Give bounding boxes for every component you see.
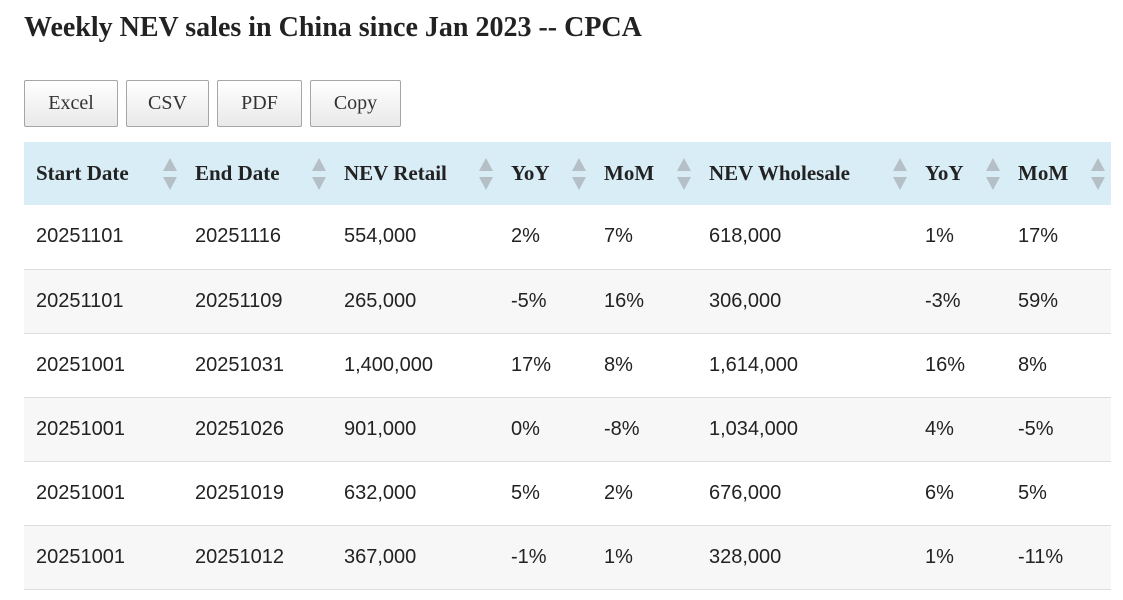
table-cell-wholesale-mom: 5% — [1018, 481, 1047, 504]
column-header-label: NEV Wholesale — [709, 161, 850, 185]
column-header-start-date[interactable]: Start Date — [24, 142, 183, 205]
column-header-label: MoM — [1018, 161, 1069, 185]
sort-both-icon[interactable] — [479, 157, 493, 190]
column-header-label: YoY — [925, 161, 964, 185]
table-row: 20251001 20251026 901,000 0% -8% 1,034,000 4% -… — [24, 397, 1111, 461]
table-cell-retail-yoy: -5% — [511, 289, 547, 312]
table-row: 20251001 20251019 632,000 5% 2% 676,000 6% 5% — [24, 461, 1111, 525]
sort-both-icon[interactable] — [986, 157, 1000, 190]
column-header-label: YoY — [511, 161, 550, 185]
table-cell-nev-wholesale: 328,000 — [709, 545, 782, 568]
column-header-nev-retail[interactable]: NEV Retail — [332, 142, 499, 205]
column-header-label: End Date — [195, 161, 280, 185]
table-cell-nev-retail: 901,000 — [344, 417, 417, 440]
table-cell-nev-wholesale: 676,000 — [709, 481, 782, 504]
table-cell-end-date: 20251026 — [195, 417, 284, 440]
table-cell-end-date: 20251109 — [195, 289, 283, 312]
table-cell-end-date: 20251031 — [195, 353, 284, 376]
sort-both-icon[interactable] — [312, 157, 326, 190]
table-cell-nev-wholesale: 618,000 — [709, 225, 782, 248]
export-toolbar: Excel CSV PDF Copy — [24, 80, 401, 127]
table-cell-wholesale-yoy: 4% — [925, 417, 954, 440]
table-cell-nev-wholesale: 1,614,000 — [709, 353, 798, 376]
table-cell-nev-retail: 265,000 — [344, 289, 417, 312]
table-cell-wholesale-mom: 59% — [1018, 289, 1059, 312]
table-cell-start-date: 20251001 — [36, 353, 125, 376]
column-header-label: MoM — [604, 161, 655, 185]
table-cell-start-date: 20251101 — [36, 289, 124, 312]
column-header-end-date[interactable]: End Date — [183, 142, 332, 205]
table-cell-wholesale-yoy: -3% — [925, 289, 961, 312]
table-cell-retail-yoy: 0% — [511, 417, 540, 440]
table-cell-nev-wholesale: 1,034,000 — [709, 417, 798, 440]
table-body: 20251101 20251116 554,000 2% 7% 618,000 1% 17% 2… — [24, 205, 1111, 589]
column-header-wholesale-yoy[interactable]: YoY — [913, 142, 1006, 205]
table-cell-wholesale-mom: -5% — [1018, 417, 1054, 440]
table-cell-retail-mom: 2% — [604, 481, 633, 504]
table-cell-wholesale-mom: 17% — [1018, 225, 1059, 248]
page-title: Weekly NEV sales in China since Jan 2023… — [24, 12, 642, 43]
table-cell-wholesale-yoy: 1% — [925, 545, 954, 568]
column-header-wholesale-mom[interactable]: MoM — [1006, 142, 1111, 205]
table-row: 20251101 20251116 554,000 2% 7% 618,000 1% 17% — [24, 205, 1111, 269]
pdf-export-button[interactable]: PDF — [217, 80, 302, 127]
table-row: 20251101 20251109 265,000 -5% 16% 306,000 -3% 5… — [24, 269, 1111, 333]
table-cell-retail-mom: 7% — [604, 225, 633, 248]
table-header-row: Start Date End Date NEV Retail YoY MoM NEV Wh… — [24, 142, 1111, 205]
table-cell-nev-retail: 367,000 — [344, 545, 417, 568]
column-header-retail-yoy[interactable]: YoY — [499, 142, 592, 205]
table-cell-wholesale-yoy: 1% — [925, 225, 954, 248]
column-header-nev-wholesale[interactable]: NEV Wholesale — [697, 142, 913, 205]
sales-table: Start Date End Date NEV Retail YoY MoM NEV Wh… — [24, 142, 1111, 590]
sort-both-icon[interactable] — [163, 157, 177, 190]
sort-both-icon[interactable] — [677, 157, 691, 190]
sort-both-icon[interactable] — [1091, 157, 1105, 190]
column-header-label: Start Date — [36, 161, 129, 185]
table-row: 20251001 20251012 367,000 -1% 1% 328,000 1% -11… — [24, 525, 1111, 589]
table-cell-end-date: 20251012 — [195, 545, 284, 568]
excel-export-button[interactable]: Excel — [24, 80, 118, 127]
table-cell-wholesale-yoy: 6% — [925, 481, 954, 504]
table-cell-nev-retail: 554,000 — [344, 225, 417, 248]
copy-button[interactable]: Copy — [310, 80, 401, 127]
table-cell-retail-yoy: 17% — [511, 353, 552, 376]
table-cell-nev-retail: 1,400,000 — [344, 353, 433, 376]
table-cell-start-date: 20251001 — [36, 417, 125, 440]
sort-both-icon[interactable] — [893, 157, 907, 190]
table-row: 20251001 20251031 1,400,000 17% 8% 1,614,000 1… — [24, 333, 1111, 397]
table-cell-retail-mom: 1% — [604, 545, 633, 568]
sort-both-icon[interactable] — [572, 157, 586, 190]
table-cell-start-date: 20251001 — [36, 481, 125, 504]
table-cell-retail-mom: 16% — [604, 289, 645, 312]
table-cell-nev-wholesale: 306,000 — [709, 289, 782, 312]
table-cell-retail-mom: -8% — [604, 417, 640, 440]
table-cell-wholesale-mom: -11% — [1018, 545, 1064, 568]
table-cell-end-date: 20251019 — [195, 481, 284, 504]
table-cell-end-date: 20251116 — [195, 225, 282, 248]
table-cell-retail-mom: 8% — [604, 353, 633, 376]
table-cell-wholesale-mom: 8% — [1018, 353, 1047, 376]
table-cell-nev-retail: 632,000 — [344, 481, 417, 504]
csv-export-button[interactable]: CSV — [126, 80, 209, 127]
table-cell-retail-yoy: 5% — [511, 481, 540, 504]
table-cell-retail-yoy: 2% — [511, 225, 540, 248]
table-cell-wholesale-yoy: 16% — [925, 353, 966, 376]
table-cell-start-date: 20251101 — [36, 225, 124, 248]
column-header-retail-mom[interactable]: MoM — [592, 142, 697, 205]
table-cell-start-date: 20251001 — [36, 545, 125, 568]
table-cell-retail-yoy: -1% — [511, 545, 547, 568]
column-header-label: NEV Retail — [344, 161, 447, 185]
